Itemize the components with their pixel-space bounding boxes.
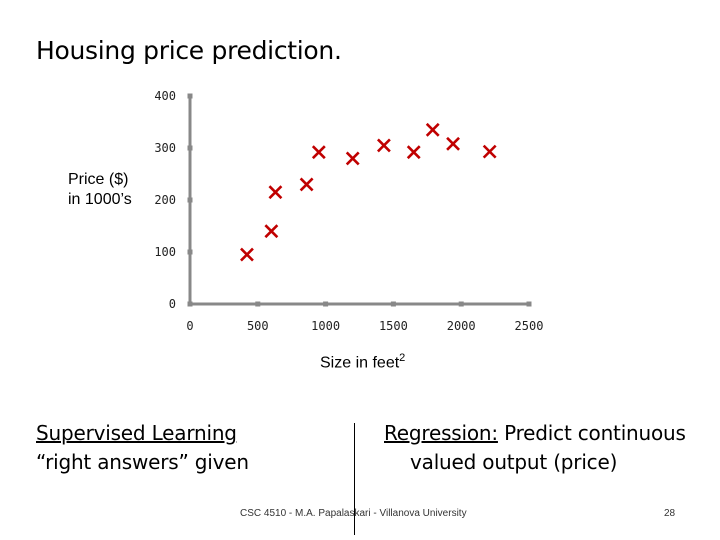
page-number: 28 [664,508,676,519]
vertical-divider [354,423,355,535]
y-tick-mark [187,197,193,203]
x-tick-mark [255,301,261,307]
x-axis-label-text: Size in feet [320,354,400,372]
y-tick-mark [187,93,193,99]
data-point-stroke [345,151,360,166]
data-point [376,138,391,153]
x-tick-mark [187,301,193,307]
data-point-stroke [268,185,283,200]
data-point [264,224,279,239]
data-point-stroke [446,136,460,151]
right-answers-text: “right answers” given [36,450,249,474]
y-tick-label: 400 [154,89,176,103]
y-tick-mark [187,249,193,255]
data-point-stroke [311,145,326,160]
y-tick-mark [187,145,193,151]
supervised-learning-note: Supervised Learning “right answers” give… [36,419,249,477]
y-tick-label: 300 [154,141,176,155]
data-point [482,144,497,159]
data-point [268,185,283,200]
x-axis-label: Size in feet2 [320,352,405,372]
regression-line1: Regression: Predict continuous [384,419,686,448]
x-ticks: 0 500 1000 1500 2000 2500 [186,301,544,333]
y-tick-label: 200 [154,193,176,207]
x-tick-label: 500 [247,319,269,333]
data-points [240,122,497,262]
data-point-stroke [425,122,440,137]
x-tick-mark [526,301,532,307]
regression-line2: valued output (price) [410,450,618,474]
data-point [425,122,440,137]
y-tick-label: 0 [169,297,176,311]
y-ticks: 0 100 200 300 400 [154,89,193,311]
y-axis-label: Price ($) in 1000’s [68,170,132,210]
x-tick-mark [458,301,464,307]
regression-description: Predict continuous [497,421,686,445]
data-point [406,145,421,160]
data-point [299,177,314,192]
data-point [311,145,326,160]
x-tick-label: 2000 [447,319,476,333]
data-point [345,151,360,166]
data-point-stroke [264,224,279,239]
data-point-stroke [299,177,314,192]
x-tick-mark [323,301,329,307]
x-tick-label: 2500 [515,319,544,333]
data-point-stroke [240,247,254,262]
x-tick-label: 0 [186,319,193,333]
plot-axes [188,96,529,306]
supervised-learning-heading: Supervised Learning [36,421,237,445]
y-axis-label-line1: Price ($) [68,171,129,188]
data-point-stroke [406,145,421,160]
data-point [240,247,254,262]
slide-title: Housing price prediction. [36,36,342,65]
data-point [446,136,460,151]
x-tick-label: 1500 [379,319,408,333]
x-tick-label: 1000 [311,319,340,333]
x-axis-label-superscript: 2 [399,352,406,364]
data-point-stroke [482,144,497,159]
y-tick-label: 100 [154,245,176,259]
regression-label: Regression: [384,421,498,445]
regression-note: Regression: Predict continuous valued ou… [384,419,686,477]
slide-footer: CSC 4510 - M.A. Papalaskari - Villanova … [240,508,467,519]
data-point-stroke [376,138,391,153]
x-tick-mark [390,301,396,307]
y-axis-label-line2: in 1000’s [68,191,132,208]
